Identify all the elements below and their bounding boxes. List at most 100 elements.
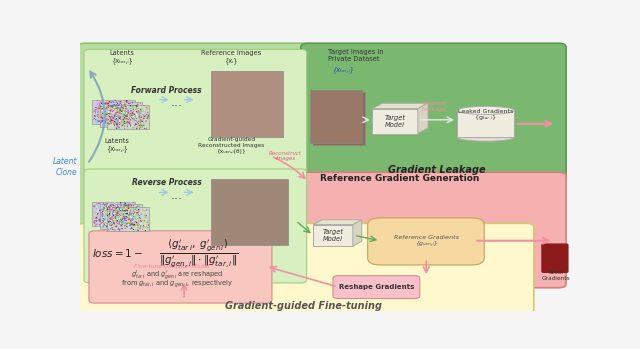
Point	[121, 109, 131, 114]
Point	[118, 111, 128, 117]
Point	[124, 216, 134, 222]
Point	[142, 217, 152, 223]
Point	[110, 212, 120, 217]
Point	[105, 104, 115, 110]
Point	[109, 108, 119, 113]
Point	[115, 114, 125, 120]
Point	[108, 216, 118, 221]
Point	[106, 210, 116, 215]
Point	[131, 206, 141, 212]
Point	[91, 107, 101, 112]
Point	[124, 202, 134, 207]
Point	[141, 121, 151, 126]
Point	[111, 117, 121, 122]
Point	[140, 114, 150, 119]
Point	[109, 208, 120, 213]
Point	[132, 223, 143, 229]
Point	[122, 210, 132, 216]
Point	[139, 208, 149, 213]
Point	[127, 223, 138, 229]
Point	[106, 226, 116, 232]
Point	[119, 99, 129, 105]
Point	[120, 104, 130, 109]
Point	[111, 224, 122, 230]
Point	[100, 120, 110, 126]
Point	[125, 222, 135, 228]
Point	[97, 101, 107, 106]
Text: ...: ...	[171, 188, 183, 202]
Point	[131, 107, 141, 113]
Point	[136, 117, 147, 123]
Point	[118, 220, 128, 225]
Text: Reconstruct
Images: Reconstruct Images	[269, 151, 302, 162]
Point	[93, 200, 104, 206]
Point	[136, 109, 146, 114]
Point	[103, 115, 113, 120]
Point	[131, 123, 141, 129]
Point	[103, 107, 113, 113]
Point	[116, 109, 127, 114]
Point	[143, 105, 153, 111]
Point	[141, 106, 152, 112]
Point	[107, 102, 117, 107]
Point	[125, 211, 135, 216]
Point	[134, 114, 145, 119]
Point	[107, 202, 117, 208]
Point	[127, 104, 138, 110]
Point	[124, 109, 134, 114]
Point	[115, 208, 125, 213]
Point	[112, 125, 122, 131]
Point	[120, 204, 131, 209]
Point	[113, 101, 123, 106]
Point	[129, 221, 139, 227]
Point	[106, 100, 116, 106]
Point	[133, 222, 143, 228]
Point	[133, 211, 143, 216]
Point	[114, 115, 124, 120]
Point	[109, 112, 120, 117]
Point	[109, 118, 119, 124]
Point	[131, 106, 141, 112]
Point	[132, 120, 143, 125]
Point	[108, 220, 118, 225]
Point	[103, 120, 113, 125]
Point	[112, 104, 122, 110]
Point	[109, 202, 120, 208]
Point	[134, 122, 145, 127]
Point	[129, 220, 139, 225]
Point	[94, 105, 104, 110]
Point	[141, 223, 152, 229]
Point	[95, 108, 106, 113]
Point	[117, 121, 127, 126]
Point	[123, 204, 133, 210]
Point	[128, 218, 138, 223]
Point	[134, 123, 144, 129]
Point	[132, 206, 142, 211]
Point	[112, 120, 122, 125]
Point	[118, 114, 128, 120]
Point	[117, 218, 127, 224]
Point	[123, 108, 133, 114]
Point	[124, 111, 134, 117]
Point	[92, 218, 102, 224]
Point	[93, 109, 104, 115]
Point	[111, 121, 122, 127]
Point	[119, 112, 129, 118]
Point	[140, 112, 150, 118]
Point	[112, 106, 122, 111]
Point	[102, 220, 112, 225]
Point	[111, 119, 121, 125]
Point	[108, 225, 118, 230]
Point	[109, 107, 119, 112]
Point	[109, 114, 120, 120]
Point	[100, 120, 111, 126]
Point	[115, 116, 125, 122]
Point	[122, 111, 132, 117]
Point	[115, 104, 125, 110]
Point	[93, 209, 103, 215]
Point	[114, 106, 124, 112]
Point	[112, 117, 122, 122]
Point	[118, 207, 128, 213]
Point	[124, 210, 134, 216]
Point	[102, 207, 112, 213]
